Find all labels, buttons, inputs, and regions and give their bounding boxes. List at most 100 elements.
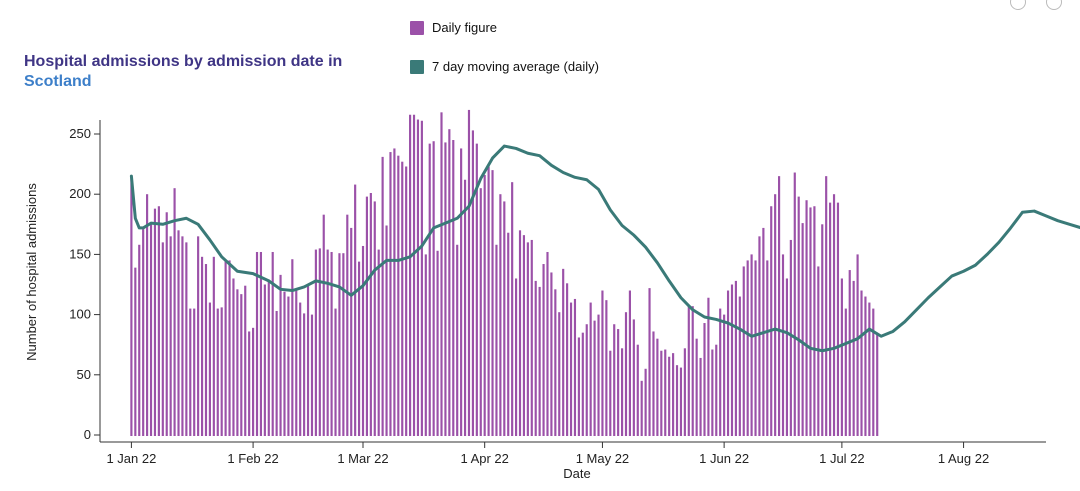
daily-bar <box>204 264 208 436</box>
daily-bar <box>668 356 671 436</box>
daily-bar <box>860 290 863 436</box>
daily-bar <box>185 242 188 436</box>
daily-bar <box>338 253 341 436</box>
daily-bar <box>193 308 196 436</box>
daily-bar <box>452 140 455 436</box>
daily-bar <box>409 114 412 437</box>
daily-bar <box>515 278 518 436</box>
daily-bar <box>271 251 274 436</box>
daily-bar <box>597 314 600 436</box>
daily-bar <box>299 302 302 436</box>
daily-bar <box>448 129 451 436</box>
daily-bar <box>350 227 353 436</box>
daily-bar <box>778 176 781 436</box>
daily-bar <box>652 331 655 436</box>
daily-bar <box>601 290 604 436</box>
y-axis-label: Number of hospital admissions <box>24 183 39 361</box>
daily-bar <box>636 344 639 436</box>
daily-bar <box>322 214 325 436</box>
daily-bar <box>511 182 514 436</box>
daily-bar <box>774 194 777 436</box>
moving-average-line <box>129 144 1080 353</box>
daily-bar <box>821 224 824 436</box>
daily-bar <box>252 327 255 436</box>
daily-bar <box>530 239 533 436</box>
daily-bar <box>589 302 592 436</box>
daily-bar <box>805 200 808 436</box>
x-tick-label: 1 Jun 22 <box>699 451 749 466</box>
daily-bar <box>526 242 529 436</box>
y-axis: 0 50 100 150 200 250 <box>69 120 101 442</box>
daily-bar <box>660 350 663 436</box>
daily-bar <box>754 260 757 436</box>
daily-bar <box>695 338 698 436</box>
daily-bar <box>825 176 828 436</box>
daily-bar <box>518 230 522 436</box>
daily-bar <box>240 294 243 436</box>
x-tick-label: 1 Aug 22 <box>938 451 989 466</box>
daily-bar <box>789 239 792 436</box>
daily-bar <box>766 260 769 436</box>
daily-bar <box>456 244 459 436</box>
daily-bar <box>142 229 145 436</box>
daily-bar <box>734 280 737 436</box>
daily-bar <box>405 166 408 436</box>
daily-bar <box>436 250 439 436</box>
daily-bar <box>200 256 204 436</box>
y-tick-label: 0 <box>84 427 91 442</box>
daily-bar <box>577 337 580 436</box>
daily-bar <box>334 308 337 436</box>
daily-bar <box>153 208 157 436</box>
daily-bar <box>750 254 753 436</box>
daily-bar <box>797 196 800 436</box>
daily-bar <box>723 314 726 436</box>
daily-bar <box>770 206 773 436</box>
x-tick-label: 1 Apr 22 <box>460 451 508 466</box>
daily-bar <box>746 260 749 436</box>
daily-bar <box>644 368 647 436</box>
daily-bar <box>719 308 722 436</box>
legend-item-avg[interactable]: 7 day moving average (daily) <box>410 59 599 74</box>
daily-bar <box>836 202 840 436</box>
daily-bar <box>613 324 616 436</box>
daily-bar <box>432 141 435 436</box>
daily-bar <box>664 349 667 436</box>
daily-bar <box>475 143 478 436</box>
daily-bar <box>617 329 620 436</box>
x-tick-label: 1 Feb 22 <box>227 451 278 466</box>
legend-item-daily[interactable]: Daily figure <box>410 20 497 35</box>
daily-bar <box>291 259 294 436</box>
daily-bar <box>758 236 761 436</box>
daily-bar <box>534 280 537 436</box>
daily-bar <box>267 279 270 436</box>
daily-bar <box>318 248 321 436</box>
daily-bar <box>357 261 361 436</box>
daily-bar <box>499 194 502 436</box>
daily-bar <box>255 251 259 436</box>
daily-bar <box>173 188 176 436</box>
daily-bar <box>283 291 286 436</box>
daily-bar <box>832 194 836 436</box>
y-tick-label: 50 <box>77 367 91 382</box>
daily-bar <box>483 174 486 436</box>
y-tick-label: 200 <box>69 186 91 201</box>
daily-bar <box>393 148 396 436</box>
daily-bar <box>742 266 745 436</box>
daily-bar <box>542 264 545 436</box>
daily-bar <box>440 112 443 436</box>
daily-bar <box>730 284 734 436</box>
daily-bar <box>558 312 561 436</box>
daily-bar <box>244 285 247 436</box>
daily-bar <box>852 280 855 436</box>
daily-bar <box>416 119 420 437</box>
daily-bar <box>149 224 153 436</box>
daily-bar <box>711 349 714 436</box>
daily-bar <box>248 331 251 436</box>
daily-bar <box>397 155 400 437</box>
daily-bar <box>848 270 851 436</box>
daily-bar <box>275 310 278 436</box>
moving-average-path <box>129 144 1080 353</box>
daily-bar <box>216 308 219 436</box>
daily-bar <box>428 143 431 436</box>
